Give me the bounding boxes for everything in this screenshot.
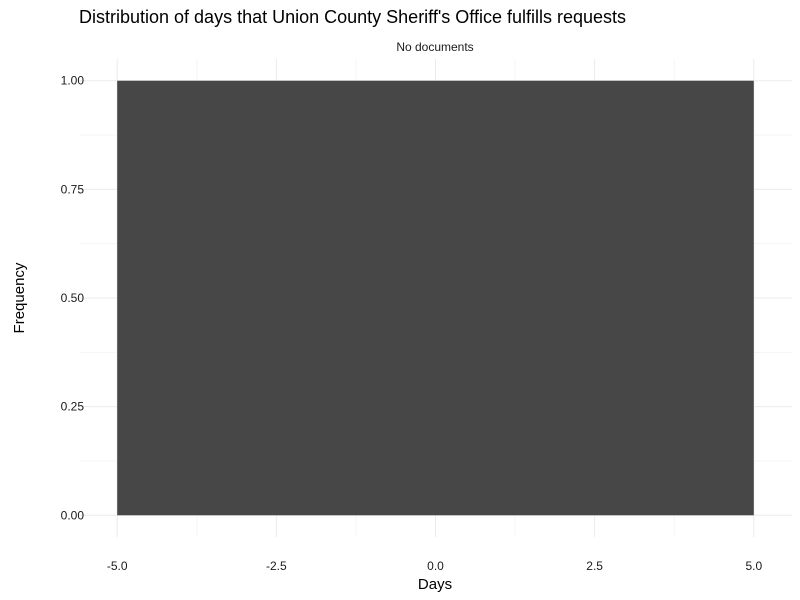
x-tick-label: -2.5 xyxy=(266,559,287,573)
x-tick-label: 0.0 xyxy=(427,559,444,573)
chart-title: Distribution of days that Union County S… xyxy=(79,7,626,27)
y-tick-label: 1.00 xyxy=(61,74,85,88)
x-axis-tick-labels: -5.0 -2.5 0.0 2.5 5.0 xyxy=(107,559,763,573)
x-axis-label: Days xyxy=(418,576,452,593)
y-axis-label: Frequency xyxy=(11,262,28,333)
x-tick-label: 2.5 xyxy=(586,559,603,573)
histogram-bars xyxy=(117,80,754,516)
histogram-bar xyxy=(117,80,754,516)
y-tick-label: 0.25 xyxy=(61,400,85,414)
x-tick-label: -5.0 xyxy=(107,559,128,573)
y-tick-label: 0.00 xyxy=(61,508,85,522)
chart-subtitle: No documents xyxy=(396,40,473,54)
y-tick-label: 0.75 xyxy=(61,182,85,196)
y-axis-tick-labels: 0.00 0.25 0.50 0.75 1.00 xyxy=(61,74,85,523)
x-tick-label: 5.0 xyxy=(745,559,762,573)
y-tick-label: 0.50 xyxy=(61,291,85,305)
